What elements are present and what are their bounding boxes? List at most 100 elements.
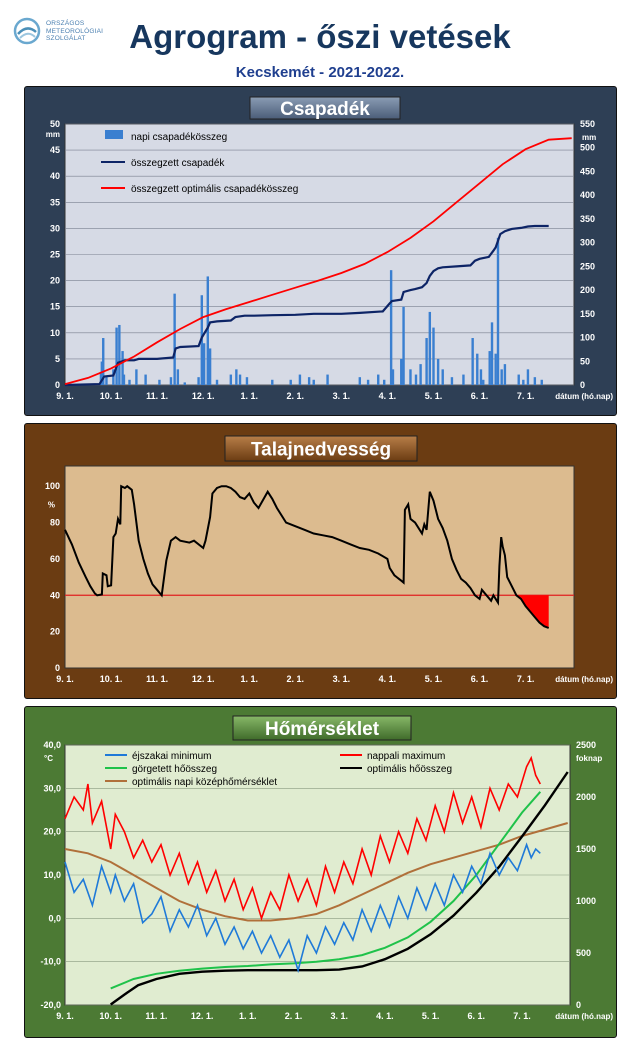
precip-bar [235,369,238,385]
x-tick-label: 10. 1. [100,674,123,684]
precip-bar [118,324,121,385]
precip-bar [176,369,180,385]
deficit-area [511,586,549,628]
y-left-tick-label: 30,0 [43,783,61,793]
chart-title-box [249,96,401,120]
optimal-precip-line [64,137,572,385]
y-left-tick-label: 5 [55,354,60,364]
x-axis-label: dátum (hó.nap) [555,1012,613,1021]
x-tick-label: 1. 1. [240,674,258,684]
precip-bar [540,379,543,385]
precip-bar [121,351,124,385]
precip-bar [135,369,138,385]
x-tick-label: 11. 1. [146,674,168,684]
y-right-unit: mm [582,133,596,142]
precip-bar [238,374,242,385]
precip-bar [419,364,422,385]
y-left-tick-label: -10,0 [40,957,61,967]
x-tick-label: 2. 1. [287,391,305,401]
y-right-tick-label: 0 [576,1000,581,1010]
y-tick-label: 100 [45,481,60,491]
precip-bar [383,379,386,385]
precip-bar [289,379,292,385]
chart-title: Talajnedvesség [251,440,391,461]
precip-bar [206,276,209,385]
precip-bar [115,327,118,385]
logo-line-2: METEOROLÓGIAI [46,27,104,35]
y-right-tick-label: 450 [580,166,595,176]
precip-bar [102,338,105,385]
y-right-tick-label: 150 [580,309,595,319]
y-tick-label: 40 [50,590,60,600]
precip-bar [522,379,525,385]
y-right-tick-label: 0 [580,380,585,390]
soil-moisture-line [64,484,550,629]
x-tick-label: 7. 1. [517,674,535,684]
x-axis-label: dátum (hó.nap) [555,675,613,684]
y-left-unit: °C [44,754,53,763]
x-tick-label: 3. 1. [333,391,351,401]
precip-bar [100,361,104,385]
y-right-tick-label: 1500 [576,844,596,854]
precip-bar [128,379,131,385]
precip-bar [436,358,440,385]
x-tick-label: 9. 1. [56,674,74,684]
logo-line-3: SZOLGÁLAT [46,35,86,42]
precip-bar [183,382,186,385]
x-tick-label: 9. 1. [56,391,74,401]
precip-bar [428,311,432,385]
y-left-tick-label: 10,0 [43,870,61,880]
x-tick-label: 10. 1. [99,1011,122,1021]
x-tick-label: 2. 1. [285,1011,303,1021]
y-right-tick-label: 2000 [576,792,596,802]
precip-bar [488,351,491,385]
y-right-tick-label: 300 [580,238,595,248]
x-tick-label: 12. 1. [192,674,215,684]
precip-bar [173,293,176,385]
precip-bar [358,377,362,385]
logo-text: ORSZÁGOS METEOROLÓGIAI SZOLGÁLAT [46,20,103,43]
precip-bar [425,338,428,385]
x-axis-label: dátum (hó.nap) [555,392,613,401]
x-tick-label: 4. 1. [376,1011,394,1021]
optimal-heat-sum-line [109,771,569,1006]
chart-title-box [224,435,418,462]
chart-title: Csapadék [280,99,370,120]
precip-bar [391,369,395,385]
y-right-unit: foknap [576,754,602,763]
precip-bar [105,377,108,385]
precip-bar [389,270,393,385]
y-left-tick-label: 20 [50,276,60,286]
y-tick-label: 20 [50,627,60,637]
precip-bar [326,374,329,385]
y-left-tick-label: 0,0 [48,913,61,923]
precip-bar [215,379,219,385]
x-tick-label: 11. 1. [145,1011,167,1021]
precip-bar [122,374,126,385]
chart-title: Hőmérséklet [265,719,380,740]
page-title: Agrogram - őszi vetések [129,18,511,55]
y-right-tick-label: 250 [580,261,595,271]
precip-bar [503,364,507,385]
precip-bar [490,322,494,385]
omsz-logo: ORSZÁGOS METEOROLÓGIAI SZOLGÁLAT [12,16,122,56]
y-right-tick-label: 500 [580,143,595,153]
temperature-chart: Hőmérséklet -20,0 -10,0 0,0 10,0 20,0 30,0 40,0… [40,715,613,1021]
plot-area [64,465,575,669]
y-tick-label: 80 [50,518,60,528]
y-left-tick-label: 45 [50,145,60,155]
x-tick-label: 10. 1. [100,391,123,401]
precip-bar [479,369,483,385]
y-left-tick-label: 40 [50,171,60,181]
precip-bar [400,358,403,385]
precip-bar [312,379,315,385]
x-tick-label: 6. 1. [468,1011,486,1021]
precip-bar [298,374,302,385]
precip-bar [208,348,212,385]
x-tick-label: 12. 1. [191,1011,214,1021]
precip-bar [500,369,503,385]
x-tick-label: 9. 1. [56,1011,74,1021]
precip-bar [202,343,206,385]
legend-label: görgetett hőösszeg [132,764,217,775]
y-right-tick-label: 550 [580,119,595,129]
